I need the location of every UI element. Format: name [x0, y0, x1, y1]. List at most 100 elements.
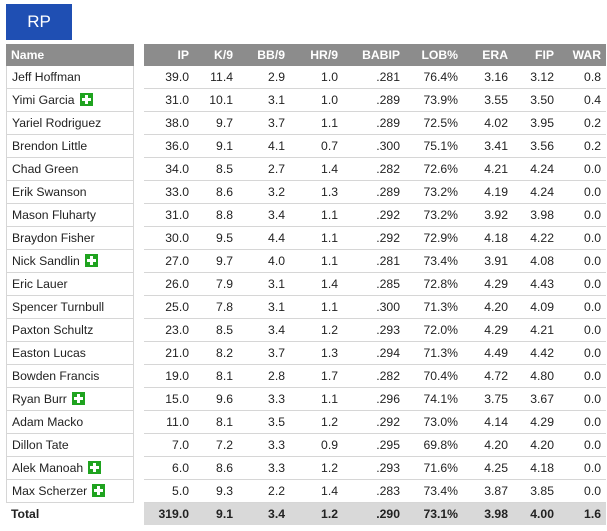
stat-bb9: 3.5 [238, 411, 290, 434]
col-header-hr9[interactable]: HR/9 [290, 44, 343, 66]
stat-hr9: 0.7 [290, 135, 343, 158]
col-header-ip[interactable]: IP [144, 44, 194, 66]
stat-ip: 23.0 [144, 319, 194, 342]
stat-bb9: 2.8 [238, 365, 290, 388]
stat-lob: 71.3% [405, 296, 463, 319]
stat-k9: 8.5 [194, 158, 238, 181]
player-name-link[interactable]: Ryan Burr [12, 392, 67, 406]
stat-lob: 75.1% [405, 135, 463, 158]
table-row: Brendon Little 36.0 9.1 4.1 0.7.300 75.1% 3.41… [6, 135, 606, 158]
col-header-babip[interactable]: BABIP [343, 44, 405, 66]
player-name-link[interactable]: Yariel Rodriguez [12, 116, 102, 130]
col-header-k9[interactable]: K/9 [194, 44, 238, 66]
stat-ip: 15.0 [144, 388, 194, 411]
stat-war: 0.2 [559, 112, 606, 135]
stat-hr9: 1.7 [290, 365, 343, 388]
player-name-link[interactable]: Erik Swanson [12, 185, 87, 199]
stat-fip: 4.22 [513, 227, 559, 250]
stat-era: 3.91 [463, 250, 513, 273]
stat-war: 0.0 [559, 388, 606, 411]
col-header-war[interactable]: WAR [559, 44, 606, 66]
stat-babip: .293 [343, 319, 405, 342]
stat-lob: 72.8% [405, 273, 463, 296]
player-name-link[interactable]: Eric Lauer [12, 277, 68, 291]
stat-lob: 73.9% [405, 89, 463, 112]
table-row: Dillon Tate 7.0 7.2 3.3 0.9.295 69.8% 4.20 4.20… [6, 434, 606, 457]
stat-hr9: 1.4 [290, 273, 343, 296]
stat-era: 4.20 [463, 434, 513, 457]
stat-lob: 70.4% [405, 365, 463, 388]
player-name-link[interactable]: Nick Sandlin [12, 254, 80, 268]
stat-war: 0.0 [559, 434, 606, 457]
stat-k9: 9.5 [194, 227, 238, 250]
stat-lob: 73.2% [405, 181, 463, 204]
player-name-link[interactable]: Mason Fluharty [12, 208, 96, 222]
player-name-link[interactable]: Alek Manoah [12, 461, 84, 475]
stat-bb9: 3.7 [238, 112, 290, 135]
stat-hr9: 1.2 [290, 319, 343, 342]
stat-era: 3.55 [463, 89, 513, 112]
stat-babip: .292 [343, 411, 405, 434]
stat-k9: 8.8 [194, 204, 238, 227]
player-name-link[interactable]: Braydon Fisher [12, 231, 95, 245]
col-header-fip[interactable]: FIP [513, 44, 559, 66]
stat-ip: 39.0 [144, 66, 194, 89]
green-plus-icon [84, 254, 98, 267]
player-name-cell: Braydon Fisher [6, 227, 134, 250]
stat-hr9: 1.1 [290, 250, 343, 273]
stat-lob: 76.4% [405, 66, 463, 89]
col-header-era[interactable]: ERA [463, 44, 513, 66]
stat-k9: 9.7 [194, 112, 238, 135]
col-header-name[interactable]: Name [6, 44, 134, 66]
stat-ip: 7.0 [144, 434, 194, 457]
player-name-link[interactable]: Spencer Turnbull [12, 300, 105, 314]
tab-rp[interactable]: RP [6, 4, 72, 40]
player-name-link[interactable]: Max Scherzer [12, 484, 88, 498]
player-name-link[interactable]: Adam Macko [12, 415, 84, 429]
stat-bb9: 3.7 [238, 342, 290, 365]
stat-babip: .300 [343, 296, 405, 319]
stat-babip: .281 [343, 250, 405, 273]
player-name-link[interactable]: Chad Green [12, 162, 79, 176]
player-name-link[interactable]: Brendon Little [12, 139, 88, 153]
player-name-cell: Eric Lauer [6, 273, 134, 296]
tab-rp-label: RP [27, 12, 51, 31]
stat-lob: 73.4% [405, 250, 463, 273]
stat-hr9: 1.3 [290, 181, 343, 204]
stat-fip: 3.85 [513, 480, 559, 503]
stat-k9: 7.8 [194, 296, 238, 319]
col-header-bb9[interactable]: BB/9 [238, 44, 290, 66]
stat-ip: 30.0 [144, 227, 194, 250]
total-k9: 9.1 [194, 503, 238, 525]
stat-war: 0.0 [559, 365, 606, 388]
player-name-link[interactable]: Dillon Tate [12, 438, 69, 452]
stat-lob: 71.6% [405, 457, 463, 480]
stat-bb9: 3.4 [238, 319, 290, 342]
stat-war: 0.2 [559, 135, 606, 158]
stat-bb9: 4.1 [238, 135, 290, 158]
stat-k9: 10.1 [194, 89, 238, 112]
stat-ip: 25.0 [144, 296, 194, 319]
table-row: Max Scherzer 5.0 9.3 2.2 1.4.283 73.4% 3.87 3.8… [6, 480, 606, 503]
player-name-link[interactable]: Yimi Garcia [12, 93, 75, 107]
stat-fip: 3.95 [513, 112, 559, 135]
stat-war: 0.0 [559, 296, 606, 319]
stat-hr9: 1.1 [290, 296, 343, 319]
stat-k9: 9.6 [194, 388, 238, 411]
table-header-row: Name IP K/9 BB/9 HR/9 BABIP LOB% ERA FIP… [6, 44, 606, 66]
stat-babip: .285 [343, 273, 405, 296]
player-name-link[interactable]: Bowden Francis [12, 369, 100, 383]
stat-lob: 72.5% [405, 112, 463, 135]
player-name-link[interactable]: Easton Lucas [12, 346, 86, 360]
stat-k9: 7.9 [194, 273, 238, 296]
table-row: Yimi Garcia 31.0 10.1 3.1 1.0.289 73.9% 3.55 3.… [6, 89, 606, 112]
col-header-lob[interactable]: LOB% [405, 44, 463, 66]
player-name-link[interactable]: Paxton Schultz [12, 323, 94, 337]
stat-war: 0.8 [559, 66, 606, 89]
table-row: Bowden Francis 19.0 8.1 2.8 1.7.282 70.4% 4.72… [6, 365, 606, 388]
stat-war: 0.0 [559, 227, 606, 250]
stat-fip: 3.50 [513, 89, 559, 112]
player-name-cell: Dillon Tate [6, 434, 134, 457]
stat-babip: .292 [343, 227, 405, 250]
player-name-link[interactable]: Jeff Hoffman [12, 70, 81, 84]
